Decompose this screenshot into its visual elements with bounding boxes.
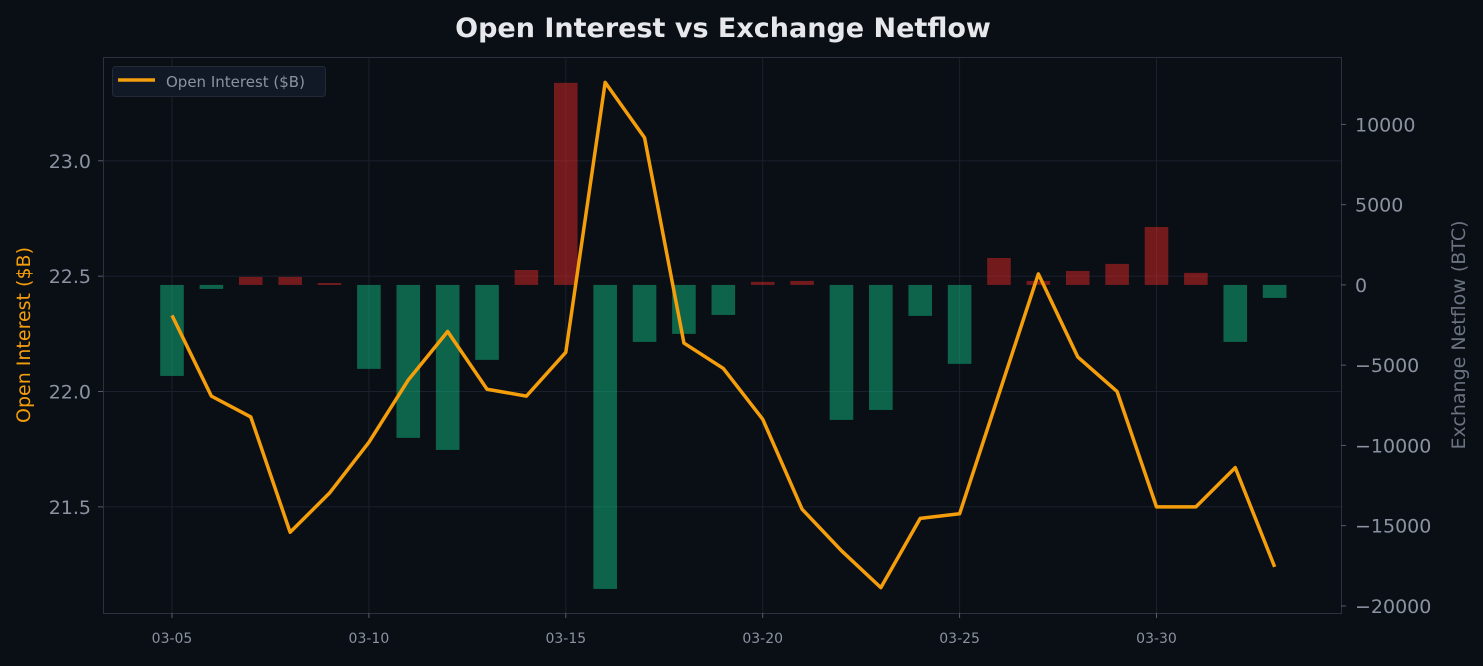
netflow-bar (869, 284, 893, 410)
y-right-tick-label: −5000 (1355, 355, 1419, 377)
netflow-bar (947, 284, 972, 364)
legend: Open Interest ($B) (112, 66, 326, 97)
x-tick-label: 03-10 (349, 631, 390, 647)
y-right-tick-label: −10000 (1355, 435, 1431, 457)
netflow-bar (160, 284, 184, 376)
x-tick-label: 03-30 (1136, 631, 1177, 647)
netflow-bar (1026, 280, 1051, 285)
netflow-bar (1065, 270, 1090, 285)
netflow-bar (435, 284, 460, 450)
netflow-bar (317, 282, 342, 285)
open-interest-line (170, 80, 1277, 590)
netflow-bar (908, 284, 933, 316)
netflow-bar (278, 276, 302, 285)
netflow-bar (1262, 284, 1287, 298)
x-axis: 03-05 03-10 03-15 03-20 03-25 03-30 (152, 613, 1177, 647)
netflow-bar (632, 284, 657, 342)
netflow-bar (238, 276, 263, 285)
y-left-tick-label: 22.5 (49, 266, 91, 288)
x-tick-label: 03-15 (545, 631, 586, 647)
netflow-bar (1184, 272, 1208, 285)
netflow-bar (199, 284, 224, 289)
y-axis-right: −20000 −15000 −10000 −5000 0 5000 10000 (1341, 114, 1431, 618)
y-right-tick-label: 10000 (1355, 114, 1415, 136)
y-right-tick-label: −15000 (1355, 516, 1431, 538)
netflow-bar (593, 284, 617, 589)
netflow-bar (1223, 284, 1248, 342)
netflow-bar (672, 284, 696, 334)
netflow-bar (750, 281, 775, 285)
x-tick-label: 03-20 (742, 631, 783, 647)
line-series (170, 80, 1277, 590)
x-tick-label: 03-25 (939, 631, 980, 647)
netflow-bar (475, 284, 499, 360)
netflow-bar (790, 280, 814, 285)
y-right-tick-label: −20000 (1355, 596, 1431, 618)
y-right-tick-label: 5000 (1355, 195, 1403, 217)
y-left-tick-label: 22.0 (49, 382, 91, 404)
legend-label: Open Interest ($B) (166, 73, 305, 91)
y-left-tick-label: 23.0 (49, 151, 91, 173)
netflow-bar (1105, 263, 1129, 285)
netflow-bar (1144, 226, 1169, 285)
netflow-bar (514, 269, 539, 285)
netflow-bar (711, 284, 736, 315)
y-left-tick-label: 21.5 (49, 497, 91, 519)
netflow-bar (554, 82, 578, 285)
y-axis-right-label: Exchange Netflow (BTC) (1448, 220, 1470, 449)
netflow-bar (829, 284, 854, 420)
y-right-tick-label: 0 (1355, 275, 1367, 297)
plot-frame (103, 57, 1342, 614)
x-tick-label: 03-05 (152, 631, 193, 647)
bars (160, 82, 1287, 589)
netflow-bar (987, 257, 1011, 285)
y-axis-left-label: Open Interest ($B) (13, 247, 35, 423)
netflow-bar (357, 284, 381, 369)
netflow-bar (396, 284, 421, 438)
chart-title: Open Interest vs Exchange Netflow (455, 13, 991, 44)
y-axis-left: 21.5 22.0 22.5 23.0 (49, 151, 103, 519)
